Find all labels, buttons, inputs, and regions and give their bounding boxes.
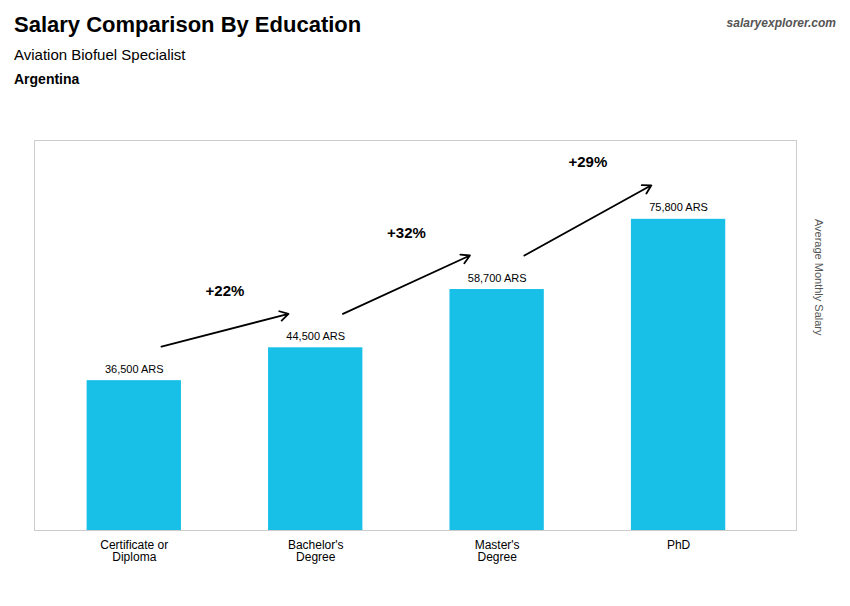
svg-text:Master'sDegree: Master'sDegree — [475, 538, 520, 564]
svg-text:75,800 ARS: 75,800 ARS — [649, 201, 708, 213]
svg-text:+32%: +32% — [387, 224, 426, 241]
svg-text:PhD: PhD — [667, 538, 691, 552]
html-text:Salary Comparison By Education: Salary Comparison By Education — [14, 12, 362, 37]
svg-text:44,500 ARS: 44,500 ARS — [286, 330, 345, 342]
svg-text:36,500 ARS: 36,500 ARS — [105, 363, 164, 375]
svg-text:Bachelor'sDegree: Bachelor'sDegree — [288, 538, 344, 564]
html-text:salaryexplorer.com: salaryexplorer.com — [726, 16, 836, 30]
svg-text:+29%: +29% — [568, 153, 607, 170]
svg-text:+22%: +22% — [206, 282, 245, 299]
svg-text:Average Monthly Salary: Average Monthly Salary — [813, 219, 825, 336]
html-text:Argentina: Argentina — [14, 71, 80, 87]
html-text:Aviation Biofuel Specialist: Aviation Biofuel Specialist — [14, 46, 186, 63]
svg-text:Certificate orDiploma: Certificate orDiploma — [100, 538, 168, 564]
svg-text:58,700 ARS: 58,700 ARS — [468, 272, 527, 284]
